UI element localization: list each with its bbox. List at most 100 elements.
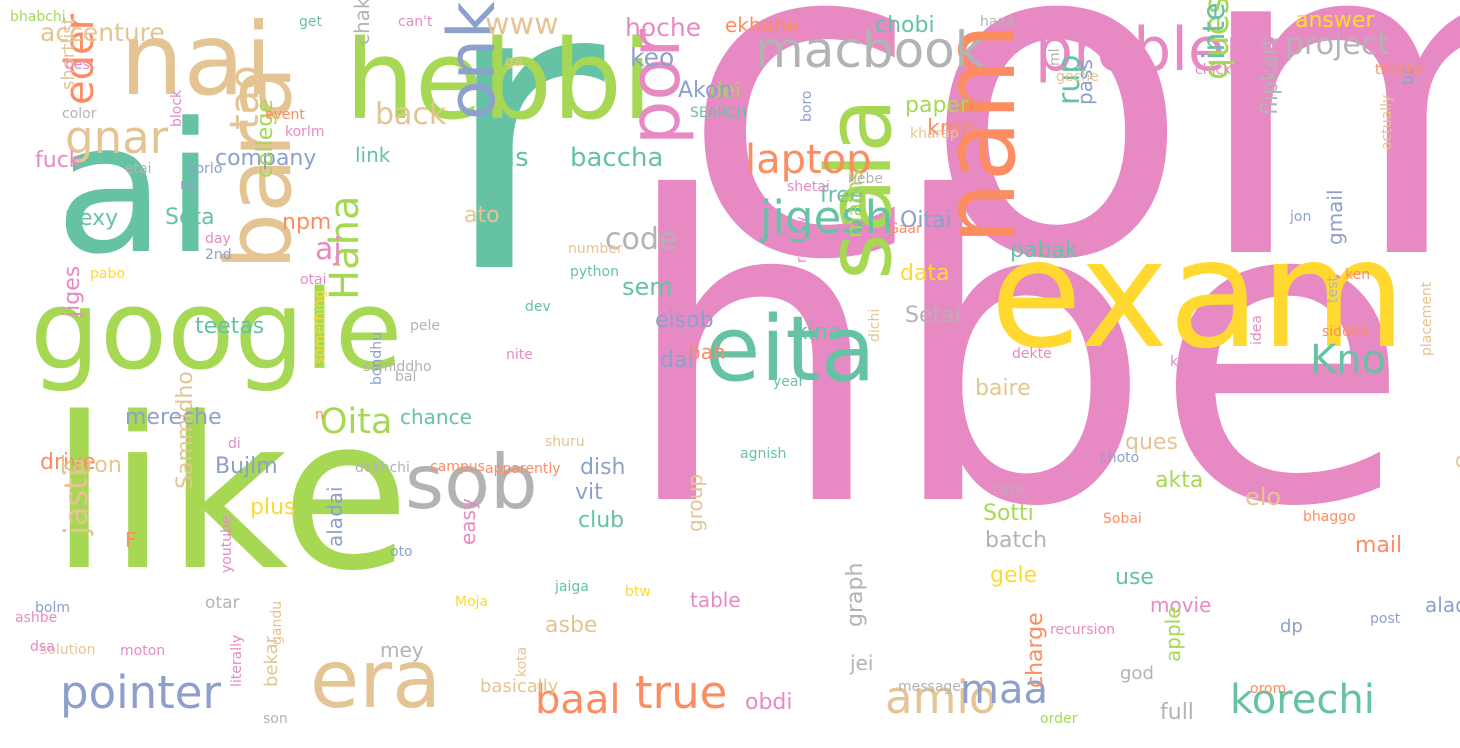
word-code: code (605, 222, 678, 257)
word-flipkart: flipkart (1258, 37, 1283, 115)
word-baal: baal (535, 677, 621, 723)
word-chance: chance (400, 405, 472, 429)
word-dichi: dichi (867, 308, 883, 342)
word-ai: ai (55, 85, 216, 294)
word-elo: elo (1245, 483, 1282, 511)
word-aladai: aladai (323, 486, 347, 547)
word-kbe: kbe (1170, 354, 1196, 370)
word-like: like (50, 372, 411, 617)
word-akon: Akon (678, 78, 733, 103)
word-korlo: korlo (188, 161, 223, 177)
word-deklm: deklm (1455, 450, 1460, 470)
word-jasti: jasti (57, 468, 95, 535)
word-kota: kota (514, 646, 530, 677)
word-nebe: nebe (848, 171, 883, 187)
word-test: test (1325, 276, 1341, 303)
word-project: project (1285, 27, 1390, 62)
word-link: link (355, 143, 391, 167)
word-sobai: Sobai (1103, 511, 1142, 527)
word-free: free (820, 183, 864, 208)
word-obdi: obdi (745, 690, 793, 715)
word-pointer: pointer (60, 666, 221, 719)
word-oita: Oita (320, 402, 393, 442)
word-era: era (310, 633, 442, 726)
word-www: www (485, 7, 559, 42)
word-bhaggo: bhaggo (1303, 509, 1356, 525)
word-sexy: Sexy (65, 206, 119, 231)
word-table: table (690, 588, 741, 612)
word-ra: ra (180, 177, 195, 193)
word-eisob: eisob (655, 308, 714, 333)
word-pabak: pabak (1010, 238, 1078, 263)
word-answer: answer (1295, 8, 1375, 33)
word-teetas: teetas (195, 314, 265, 339)
word-thakbe: thakbe (1375, 62, 1424, 78)
word-di: di (228, 436, 241, 452)
word-nai: nai (120, 1, 273, 118)
word-placement: placement (1419, 281, 1435, 356)
word-dai: dai (660, 348, 694, 373)
word-hebbi: hebbi (345, 16, 653, 144)
word-mail: mail (1355, 533, 1403, 558)
word-laptop: laptop (745, 137, 872, 183)
word-karon: karon (60, 453, 122, 478)
word-jinis: jinis (477, 143, 529, 173)
word-batch: batch (985, 528, 1048, 553)
word-ml: ml (1047, 48, 1063, 66)
word-choto: choto (1100, 450, 1140, 466)
word-campus: campus (430, 459, 485, 475)
word-jon: jon (1290, 209, 1312, 225)
word-sob: sob (405, 438, 538, 526)
word-actually: actually (1379, 94, 1395, 150)
word-moton: moton (120, 643, 166, 659)
word-gnar: gnar (65, 111, 169, 164)
word-search: SEARCH (690, 105, 747, 121)
word-jaiga: jaiga (555, 579, 589, 595)
word-mereche: mereche (125, 405, 222, 430)
word-macbook: macbook (755, 21, 984, 79)
word-asbe: asbe (545, 613, 598, 638)
word-club: club (578, 508, 625, 533)
word-bondhu: bondhu (369, 332, 385, 385)
word-dsa: dsa (30, 639, 55, 655)
word-bolm: bolm (35, 600, 70, 616)
word-color: color (62, 106, 97, 122)
word-kina: kina (795, 320, 842, 345)
word-drive: drive (40, 450, 96, 475)
word-full: full (1160, 700, 1194, 725)
word-easy: easy (456, 498, 480, 545)
word-chobi: chobi (875, 13, 935, 38)
word-npm: npm (282, 210, 332, 235)
word-interview: interview (1197, 0, 1232, 60)
word-plus: plus (250, 495, 296, 520)
word-moja: Moja (455, 594, 489, 610)
word-gaar: Gaar (888, 221, 922, 237)
word-pele: pele (410, 318, 441, 334)
word-apparently: apparently (485, 461, 561, 477)
word-basically: basically (480, 676, 559, 697)
word-eita: eita (705, 297, 876, 402)
word-besi: besi (65, 57, 94, 73)
word-boro: boro (799, 90, 815, 122)
word-samiddho: samiddho (363, 359, 432, 375)
word-maa: maa (960, 667, 1048, 713)
word-nite: nite (506, 347, 533, 363)
word-ken: ken (1345, 267, 1371, 283)
word-ekhane: ekhane (725, 13, 799, 37)
word-dekhchi: dekhchi (355, 460, 410, 476)
word-exam: exam (990, 208, 1407, 382)
word-literally: literally (229, 634, 245, 687)
word-kno: Kno (1310, 337, 1387, 383)
word-orom: orom (1250, 681, 1287, 697)
word-message: message (898, 679, 961, 695)
word-dish: dish (580, 455, 626, 480)
word-google: google (30, 266, 403, 394)
word-dei: dei (710, 78, 741, 102)
word-graph: graph (843, 562, 868, 627)
word-charge: charge (1023, 612, 1048, 688)
word-apple: apple (1161, 606, 1185, 662)
word-case: case (992, 482, 1025, 498)
word-alada: alada (1425, 593, 1460, 617)
word-r: r (440, 0, 605, 362)
word-sammidho: Sammidho (173, 371, 198, 489)
